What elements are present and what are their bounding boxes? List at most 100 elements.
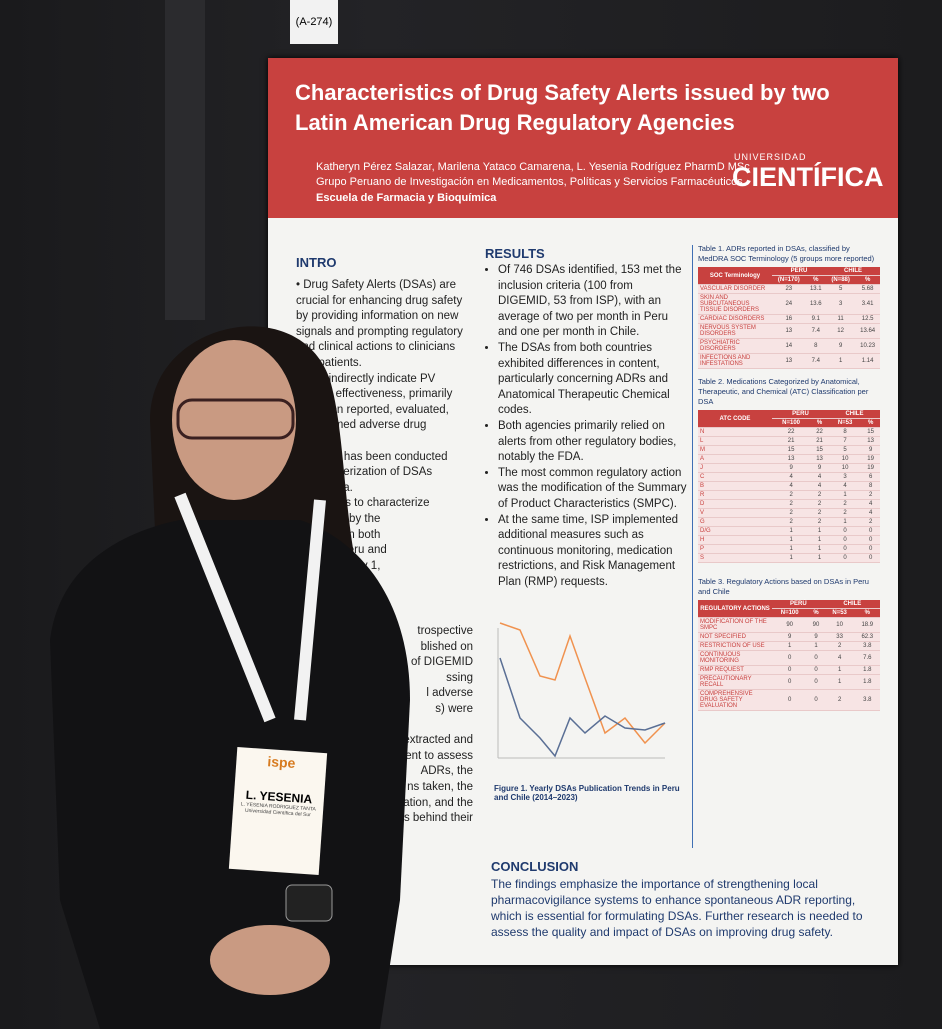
cell: 9 — [825, 338, 856, 354]
cell: 4 — [810, 472, 829, 482]
cell: 3.8 — [854, 689, 880, 711]
cell: 0 — [828, 526, 862, 536]
cell: 13 — [861, 436, 880, 446]
row-header: ATC CODE — [698, 410, 772, 428]
intro-line: ntent to assess — [395, 749, 473, 762]
intro-line: s behind their — [403, 812, 473, 825]
table-row: PSYCHIATRIC DISORDERS 14 8 9 10.23 — [698, 338, 880, 354]
cell: 22 — [810, 427, 829, 437]
cell: 2 — [772, 499, 811, 509]
cell: 0 — [828, 535, 862, 545]
header-row: (N=170)% (N=88)% — [698, 275, 880, 285]
cell: 1 — [810, 526, 829, 536]
cell: 2 — [772, 517, 811, 527]
table-row: SKIN AND SUBCUTANEOUS TISSUE DISORDERS 24… — [698, 293, 880, 315]
glasses — [176, 398, 295, 440]
cell: 62.3 — [854, 632, 880, 642]
intro-line: ADRs, the — [420, 765, 473, 778]
cell: 1.8 — [854, 665, 880, 675]
cell: 14 — [772, 338, 806, 354]
cell: 33 — [824, 632, 855, 642]
cell: 2 — [810, 508, 829, 518]
cell: 4 — [861, 499, 880, 509]
cell: 1.14 — [855, 353, 880, 369]
poster: Characteristics of Drug Safety Alerts is… — [268, 58, 898, 965]
header-row: ATC CODE PERU CHILE — [698, 410, 880, 428]
cell: 7 — [828, 436, 862, 446]
cell: 0 — [807, 650, 825, 666]
cell: 0 — [772, 689, 808, 711]
cell: 90 — [807, 617, 825, 633]
cell: 2 — [828, 508, 862, 518]
conclusion-text: The findings emphasize the importance of… — [491, 877, 863, 939]
cell: 0 — [861, 544, 880, 554]
cell: 22 — [772, 427, 811, 437]
sub-header: % — [861, 418, 880, 428]
divider — [692, 245, 693, 848]
cell: 1 — [807, 641, 825, 651]
cell: 0 — [828, 544, 862, 554]
cell: 5 — [828, 445, 862, 455]
row-label: RESTRICTION OF USE — [698, 641, 772, 651]
cell: 3 — [825, 293, 856, 315]
sub-header: N=100 — [772, 418, 811, 428]
cell: 23 — [772, 284, 806, 294]
table-row: L 21 21 7 13 — [698, 436, 880, 446]
cell: 24 — [772, 293, 806, 315]
intro-line: DSAs indirectly indicate PV — [296, 372, 436, 385]
table-row: COMPREHENSIVE DRUG SAFETY EVALUATION 0 0 2 3… — [698, 689, 880, 711]
results-list: Of 746 DSAs identified, 153 met the incl… — [486, 263, 688, 590]
header-row: REGULATORY ACTIONS PERÚ CHILE — [698, 600, 880, 618]
row-header: SOC Terminology — [698, 267, 772, 285]
cell: 1 — [772, 544, 811, 554]
cell: 0 — [861, 526, 880, 536]
row-label: N — [698, 427, 772, 437]
cell: 2 — [861, 490, 880, 500]
board-tag: (A-274) — [290, 0, 338, 44]
row-label: PSYCHIATRIC DISORDERS — [698, 338, 772, 354]
table-caption: Table 1. ADRs reported in DSAs, classifi… — [698, 244, 875, 263]
intro-line: and clinical actions to clinicians — [296, 341, 456, 354]
cell: 3.41 — [855, 293, 880, 315]
cell: 0 — [772, 665, 808, 675]
table-row: INFECTIONS AND INFESTATIONS 13 7.4 1 1.14 — [698, 353, 880, 369]
intro-line: s) were — [435, 702, 473, 715]
cell: 90 — [772, 617, 808, 633]
sub-header: (N=170) — [772, 275, 806, 285]
cell: 0 — [861, 553, 880, 563]
row-label: D — [698, 499, 772, 509]
cell: 1 — [772, 553, 811, 563]
cell: 1 — [772, 535, 811, 545]
intro-line: trospective — [417, 625, 473, 637]
face — [172, 340, 296, 500]
row-label: V — [698, 508, 772, 518]
row-label: L — [698, 436, 772, 446]
row-label: D/G — [698, 526, 772, 536]
logo: CIENTÍFICA — [732, 162, 884, 192]
result-bullet: The DSAs from both countries exhibited d… — [498, 341, 688, 419]
cell: 1 — [824, 665, 855, 675]
intro-line: system effectiveness, primarily — [296, 388, 453, 401]
sub-header: % — [807, 608, 825, 618]
cell: 19 — [861, 463, 880, 473]
table-row: RMP REQUEST 0 0 1 1.8 — [698, 665, 880, 675]
cell: 9 — [772, 632, 808, 642]
cell: 1 — [828, 517, 862, 527]
cell: 21 — [810, 436, 829, 446]
header-row: N=100% N=53% — [698, 418, 880, 428]
cell: 13.64 — [855, 323, 880, 339]
row-label: NOT SPECIFIED — [698, 632, 772, 642]
sub-header: % — [805, 275, 826, 285]
intro-line: signals and prompting regulatory — [296, 325, 463, 338]
cell: 8 — [805, 338, 826, 354]
row-label: S — [698, 553, 772, 563]
cell: 2 — [810, 517, 829, 527]
